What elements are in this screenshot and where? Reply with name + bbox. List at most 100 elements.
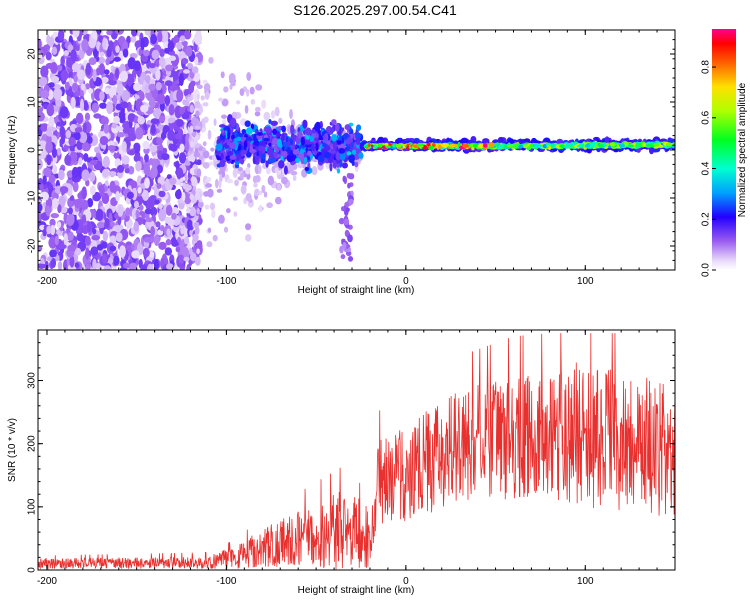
spectrogram-cell [84, 83, 91, 90]
spectrogram-cell [167, 40, 175, 52]
spectrogram-cell [78, 157, 83, 166]
spectrogram-cell [343, 218, 350, 226]
spectrogram-cell [306, 150, 312, 156]
spectrogram-cell [126, 191, 134, 200]
spectrogram-cell [245, 193, 252, 202]
spectrogram-cell [81, 199, 89, 211]
spectrogram-cell [156, 164, 164, 174]
spectrogram-cell [60, 69, 69, 82]
spectrogram-cell [51, 147, 57, 159]
spectrogram-cell [127, 113, 135, 123]
spectrogram-cell [190, 140, 195, 149]
spectrogram-cell [245, 167, 251, 175]
spectrogram-cell [239, 172, 244, 180]
spectrogram-cell [653, 142, 660, 147]
spectrogram-cell [331, 119, 337, 125]
spectrogram-cell [184, 193, 192, 205]
snr-x-tick-label: -200 [37, 576, 57, 587]
spectrogram-cell [115, 45, 120, 53]
spectrogram-cell [52, 197, 59, 210]
spectrogram-cell [61, 132, 66, 145]
spectrogram-cell [106, 49, 112, 58]
spectrogram-cell [155, 221, 161, 228]
spectrogram-cell [104, 87, 110, 94]
spectrogram-cell [207, 227, 212, 233]
spectrogram-cell [184, 174, 188, 182]
spectrogram-cell [331, 133, 338, 142]
spectrogram-cell [121, 155, 130, 165]
spectrogram-cell [165, 238, 172, 246]
spectrogram-cell [83, 152, 89, 162]
spectrogram-cell [442, 143, 448, 149]
spectrogram-cell [448, 144, 456, 148]
spectrogram-cell [192, 71, 201, 83]
spectrogram-cell [194, 256, 201, 266]
spectrogram-cell [50, 257, 57, 268]
spectrogram-cell [127, 150, 136, 156]
spectrogram-cell [483, 142, 488, 148]
spectrogram-cell [518, 144, 523, 149]
spectrogram-cell [150, 33, 158, 45]
colorbar-tick-label: 0.8 [701, 60, 712, 74]
spectrogram-cell [75, 112, 84, 125]
spectrogram-cell [159, 225, 165, 232]
spectrogram-cell [358, 152, 364, 159]
spectrogram-cell [258, 140, 266, 147]
spectrogram-cell [55, 97, 62, 109]
spectrogram-cell [297, 131, 303, 139]
spectrogram-cell [315, 142, 319, 152]
spectrogram-cell [238, 158, 245, 164]
spectrogram-cell [145, 217, 153, 223]
spectrogram-cell [115, 232, 123, 243]
spectrogram-cell [183, 236, 190, 245]
spectrogram-cell [618, 143, 625, 148]
spectrogram-cell [497, 136, 504, 143]
spectrogram-cell [652, 148, 661, 153]
spectrogram-cell [181, 57, 189, 65]
spectrogram-cell [59, 106, 69, 119]
spectrogram-cell [226, 150, 234, 156]
spectrogram-cell [149, 145, 158, 153]
spectrogram-cell [348, 198, 354, 205]
spectrogram-cell [89, 159, 98, 166]
spectrogram-cell [194, 191, 201, 201]
spectrogram-cell [126, 35, 131, 44]
spectrogram-cell [38, 111, 45, 122]
spectrogram-cell [40, 123, 49, 132]
spectrogram-cell [180, 226, 185, 235]
spectrogram-cell [169, 143, 178, 152]
spectrogram-cell [232, 196, 238, 201]
spectrogram-cell [39, 258, 45, 264]
spectrogram-y-label: Frequency (Hz) [7, 116, 18, 185]
spectrogram-cell [244, 104, 249, 114]
spectrogram-y-tick-label: -20 [27, 238, 38, 253]
spectrogram-cell [223, 226, 229, 233]
spectrogram-cell [124, 167, 130, 174]
spectrogram-cell [241, 129, 247, 134]
spectrogram-x-label: Height of straight line (km) [298, 285, 415, 296]
colorbar-tick-label: 0.0 [701, 263, 712, 277]
spectrogram-cell [110, 221, 116, 228]
spectrogram-cell [168, 104, 175, 116]
spectrogram-cell [98, 35, 104, 43]
spectrogram-cell [455, 144, 459, 149]
spectrogram-cell [290, 124, 295, 134]
spectrogram-cell [101, 76, 109, 84]
spectrogram-cell [156, 183, 162, 190]
spectrogram-cell [164, 216, 171, 224]
spectrogram-cell [157, 31, 163, 43]
spectrogram-cell [88, 57, 97, 66]
spectrogram-cell [102, 37, 107, 50]
spectrogram-cell [265, 160, 269, 168]
spectrogram-cell [164, 95, 171, 106]
spectrogram-cell [207, 129, 212, 140]
snr-x-tick-label: 100 [577, 576, 594, 587]
spectrogram-cell [53, 105, 60, 112]
spectrogram-cell [189, 230, 193, 236]
spectrogram-cell [181, 192, 186, 202]
spectrogram-cell [135, 209, 140, 219]
spectrogram-cell [278, 117, 283, 124]
spectrogram-cell [250, 99, 256, 105]
spectrogram-cell [193, 221, 200, 228]
spectrogram-cell [555, 144, 560, 148]
